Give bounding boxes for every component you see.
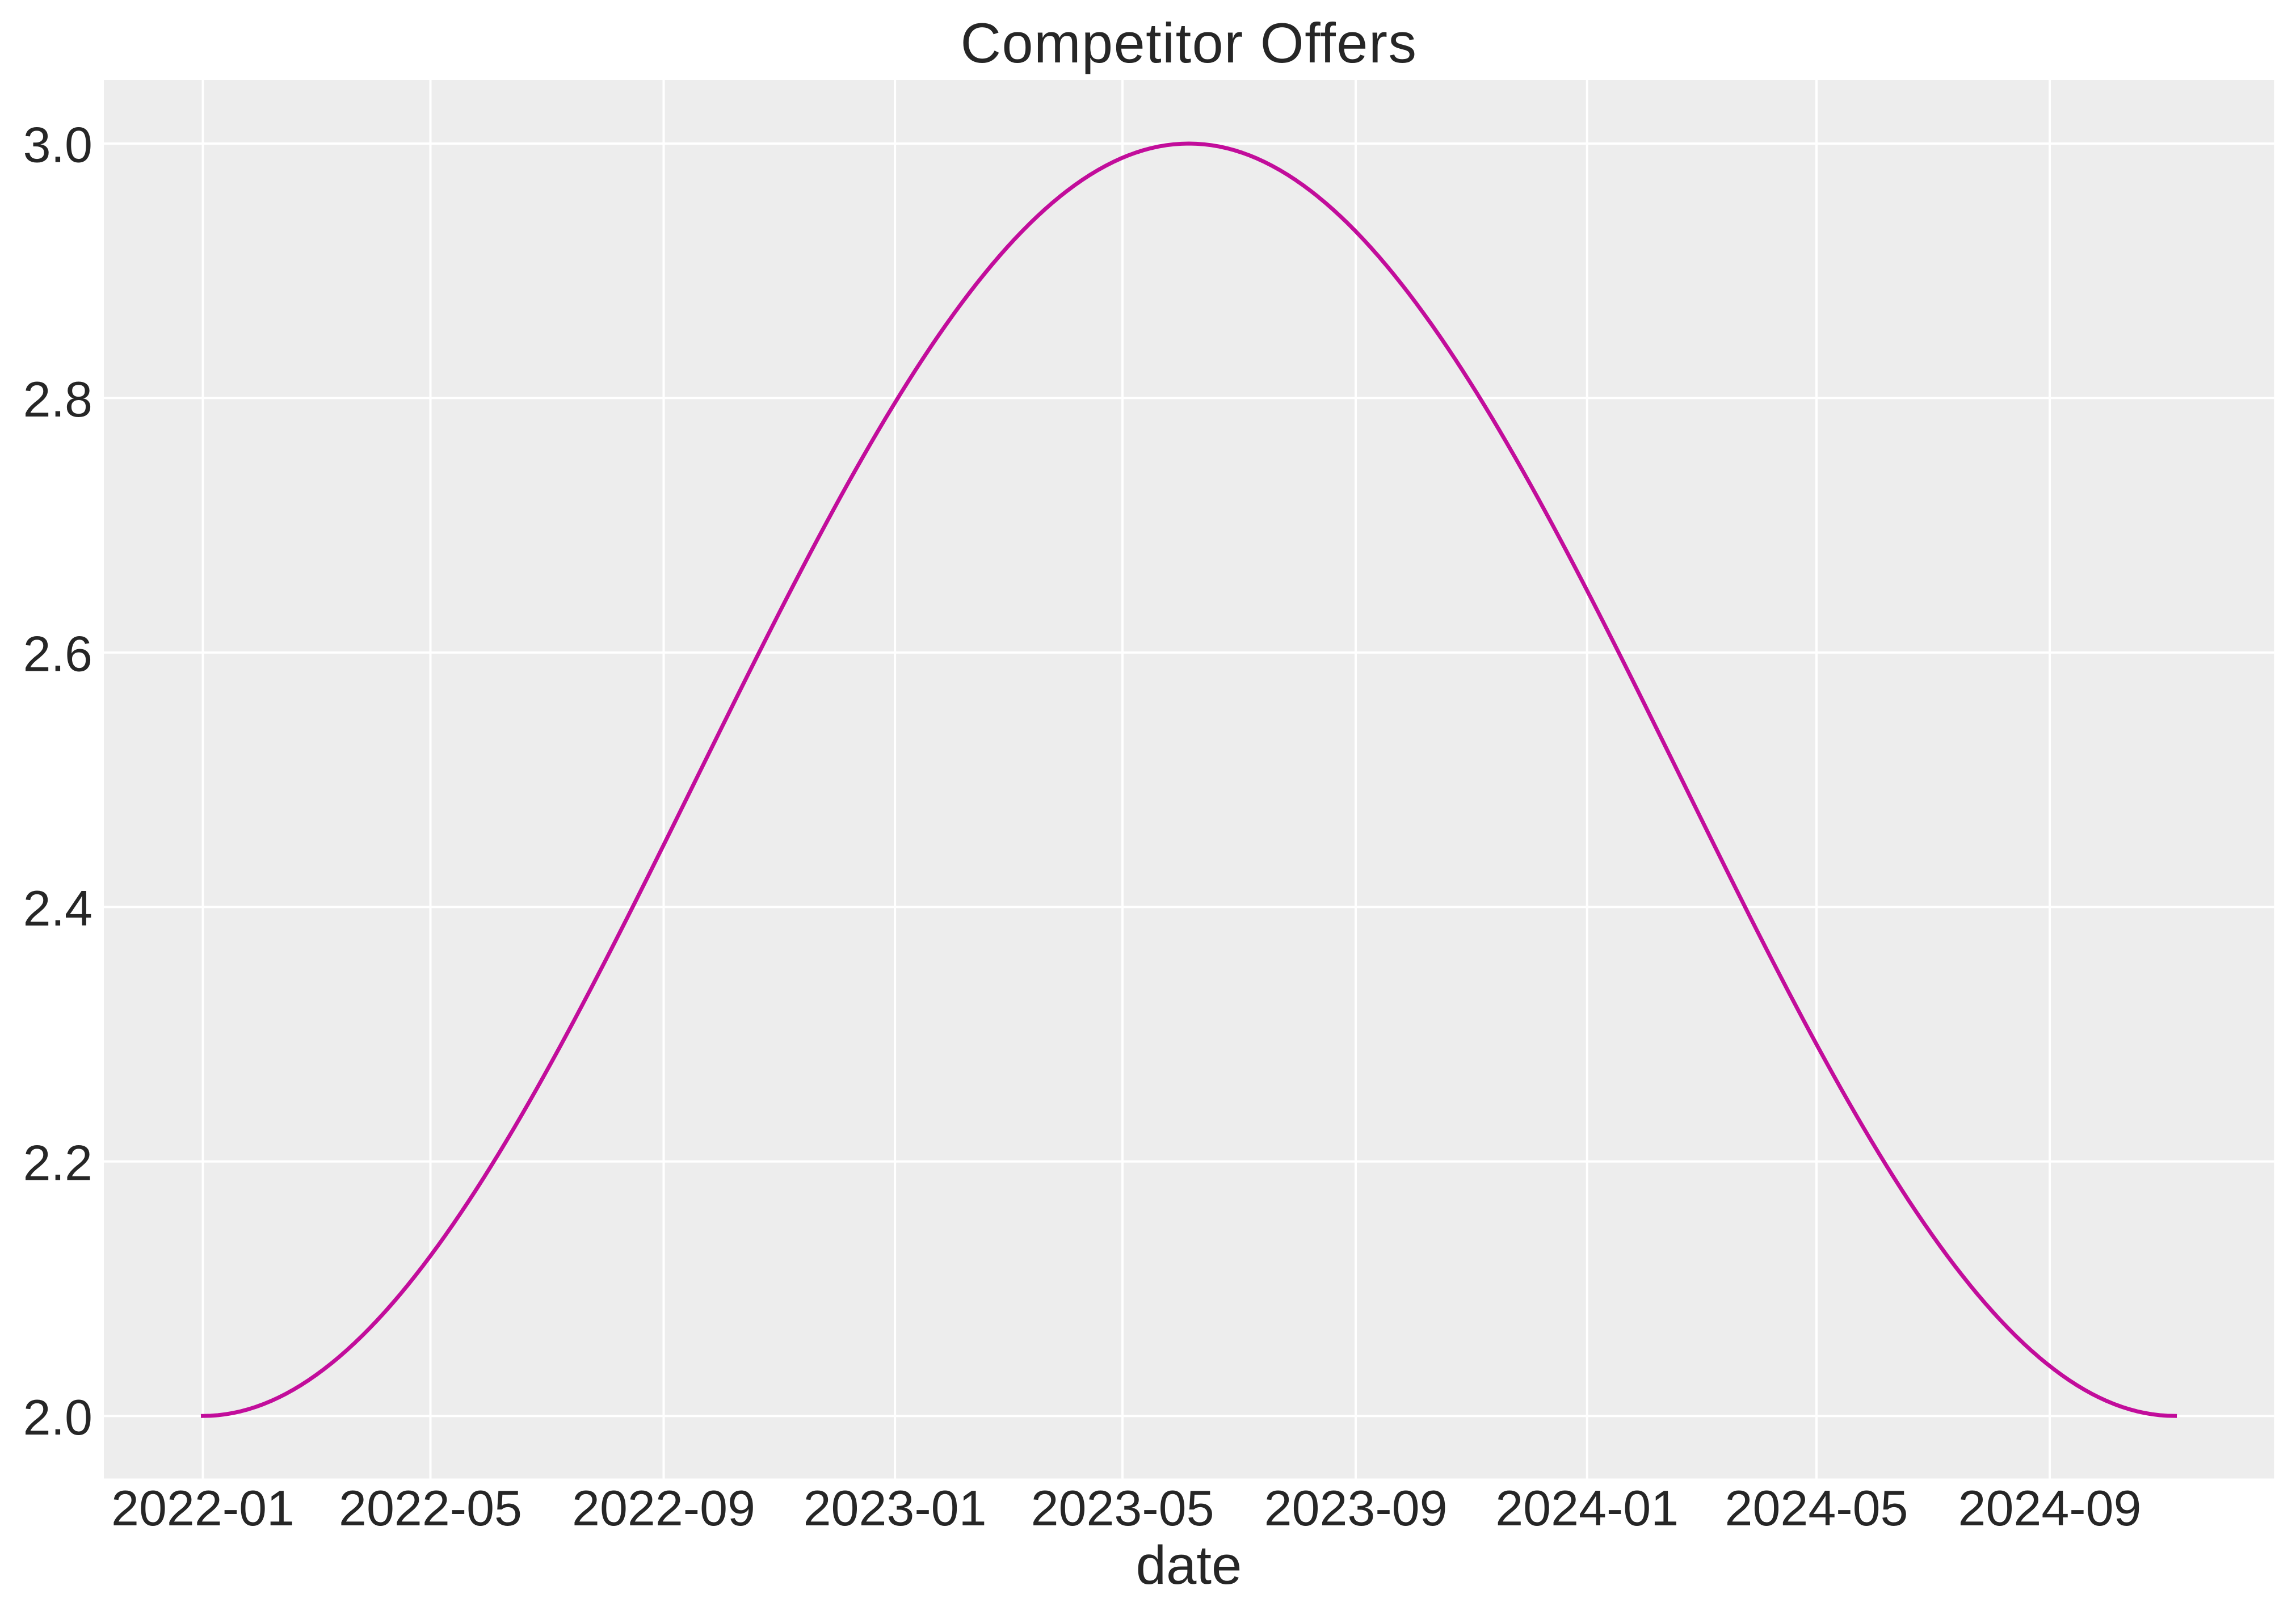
svg-text:2.8: 2.8 <box>23 371 92 427</box>
svg-text:2023-09: 2023-09 <box>1264 1480 1448 1536</box>
svg-text:date: date <box>1136 1535 1242 1596</box>
svg-text:2022-01: 2022-01 <box>111 1480 295 1536</box>
svg-text:2024-05: 2024-05 <box>1725 1480 1908 1536</box>
svg-text:2.6: 2.6 <box>23 626 92 682</box>
svg-text:3.0: 3.0 <box>23 117 92 173</box>
svg-text:Competitor Offers: Competitor Offers <box>961 11 1418 74</box>
svg-text:2024-09: 2024-09 <box>1958 1480 2142 1536</box>
svg-text:2.0: 2.0 <box>23 1389 92 1445</box>
svg-text:2024-01: 2024-01 <box>1495 1480 1679 1536</box>
svg-text:2.2: 2.2 <box>23 1134 92 1191</box>
svg-text:2022-05: 2022-05 <box>339 1480 522 1536</box>
svg-text:2022-09: 2022-09 <box>572 1480 755 1536</box>
svg-text:2.4: 2.4 <box>23 880 92 936</box>
svg-text:2023-01: 2023-01 <box>804 1480 987 1536</box>
svg-text:2023-05: 2023-05 <box>1031 1480 1214 1536</box>
